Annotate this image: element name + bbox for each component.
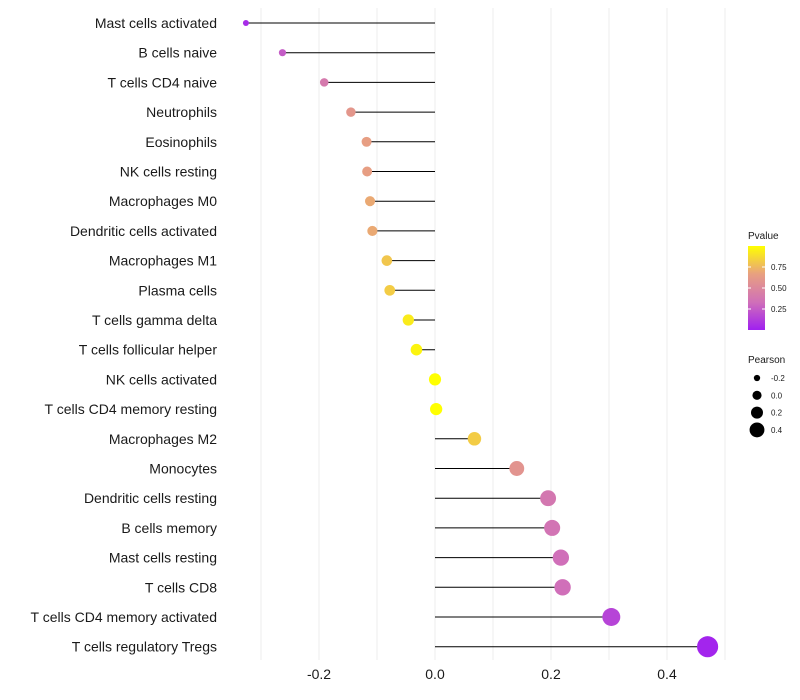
pearson-legend-dot (749, 422, 765, 438)
category-label: T cells CD8 (145, 579, 217, 595)
pearson-legend: Pearson -0.2 0.0 0.2 0.4 (748, 355, 785, 438)
point (544, 519, 561, 536)
category-label: T cells follicular helper (79, 342, 218, 358)
point (367, 225, 378, 236)
point (365, 196, 376, 207)
point (410, 343, 423, 356)
category-label: B cells naive (138, 45, 217, 61)
category-label: Dendritic cells activated (70, 223, 217, 239)
x-tick-label: 0.4 (657, 666, 677, 682)
pvalue-colorbar (748, 246, 765, 330)
category-label: Dendritic cells resting (84, 490, 217, 506)
pearson-legend-label: 0.4 (771, 426, 783, 435)
grid-lines (260, 8, 726, 660)
point (430, 402, 443, 416)
category-label: T cells CD4 naive (108, 74, 218, 90)
point (428, 373, 442, 386)
category-label: Macrophages M0 (109, 193, 217, 209)
category-label: Macrophages M1 (109, 253, 217, 269)
point (278, 49, 287, 57)
point (381, 255, 393, 266)
points (242, 20, 719, 658)
category-label: NK cells activated (106, 371, 217, 387)
category-label: Neutrophils (146, 104, 217, 120)
x-tick-label: 0.2 (541, 666, 561, 682)
point (467, 432, 482, 446)
point (697, 636, 719, 658)
point (362, 166, 373, 177)
category-label: Mast cells activated (95, 15, 217, 31)
point (319, 78, 329, 87)
category-label: Eosinophils (145, 134, 217, 150)
pvalue-legend-label: 0.50 (771, 284, 787, 293)
point (540, 490, 557, 507)
pvalue-legend-title: Pvalue (748, 231, 779, 242)
pearson-legend-dot (751, 406, 763, 419)
point (509, 461, 525, 476)
pearson-legend-label: 0.0 (771, 391, 783, 400)
category-label: Macrophages M2 (109, 431, 217, 447)
pvalue-legend-label: 0.25 (771, 305, 787, 314)
category-label: T cells CD4 memory resting (45, 401, 217, 417)
point (384, 284, 396, 296)
point (242, 20, 249, 26)
category-label: NK cells resting (120, 164, 217, 180)
category-label: Mast cells resting (109, 550, 217, 566)
category-label: Plasma cells (138, 282, 217, 298)
x-axis-ticks: -0.2 0.0 0.2 0.4 (307, 666, 677, 682)
category-labels: Mast cells activated B cells naive T cells… (31, 15, 218, 655)
category-label: T cells regulatory Tregs (72, 639, 217, 655)
point (402, 314, 414, 326)
point (602, 608, 621, 626)
point (361, 136, 372, 147)
pearson-legend-dot (753, 374, 761, 382)
point (552, 549, 570, 566)
pearson-legend-title: Pearson (748, 355, 785, 366)
stems (245, 22, 708, 648)
category-label: B cells memory (121, 520, 217, 536)
point (554, 579, 571, 596)
point (346, 107, 356, 117)
pearson-legend-dot (752, 390, 762, 400)
pearson-legend-label: 0.2 (771, 409, 783, 418)
pvalue-legend: Pvalue 0.25 0.50 0.75 (748, 231, 787, 330)
x-tick-label: -0.2 (307, 666, 331, 682)
category-label: T cells CD4 memory activated (31, 609, 217, 625)
pvalue-legend-label: 0.75 (771, 263, 787, 272)
category-label: T cells gamma delta (92, 312, 217, 328)
x-tick-label: 0.0 (425, 666, 445, 682)
pearson-legend-label: -0.2 (771, 374, 785, 383)
category-label: Monocytes (149, 461, 217, 477)
